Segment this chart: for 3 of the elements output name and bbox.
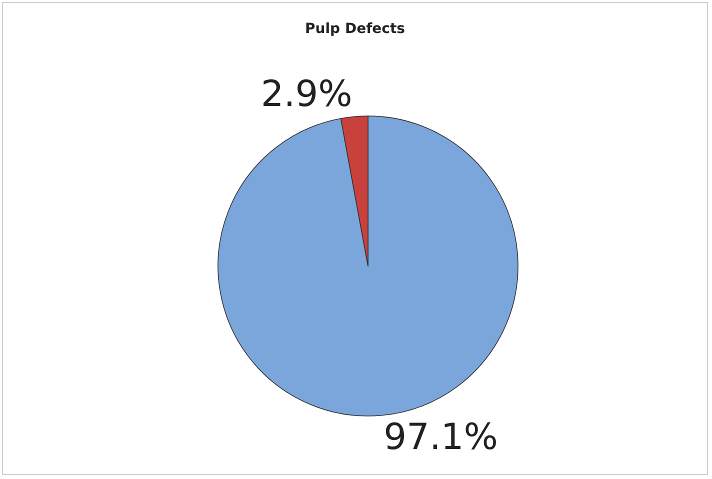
data-label: 2.9% (260, 74, 352, 116)
data-label: 97.1% (384, 416, 498, 458)
chart-title: Pulp Defects (305, 21, 405, 37)
